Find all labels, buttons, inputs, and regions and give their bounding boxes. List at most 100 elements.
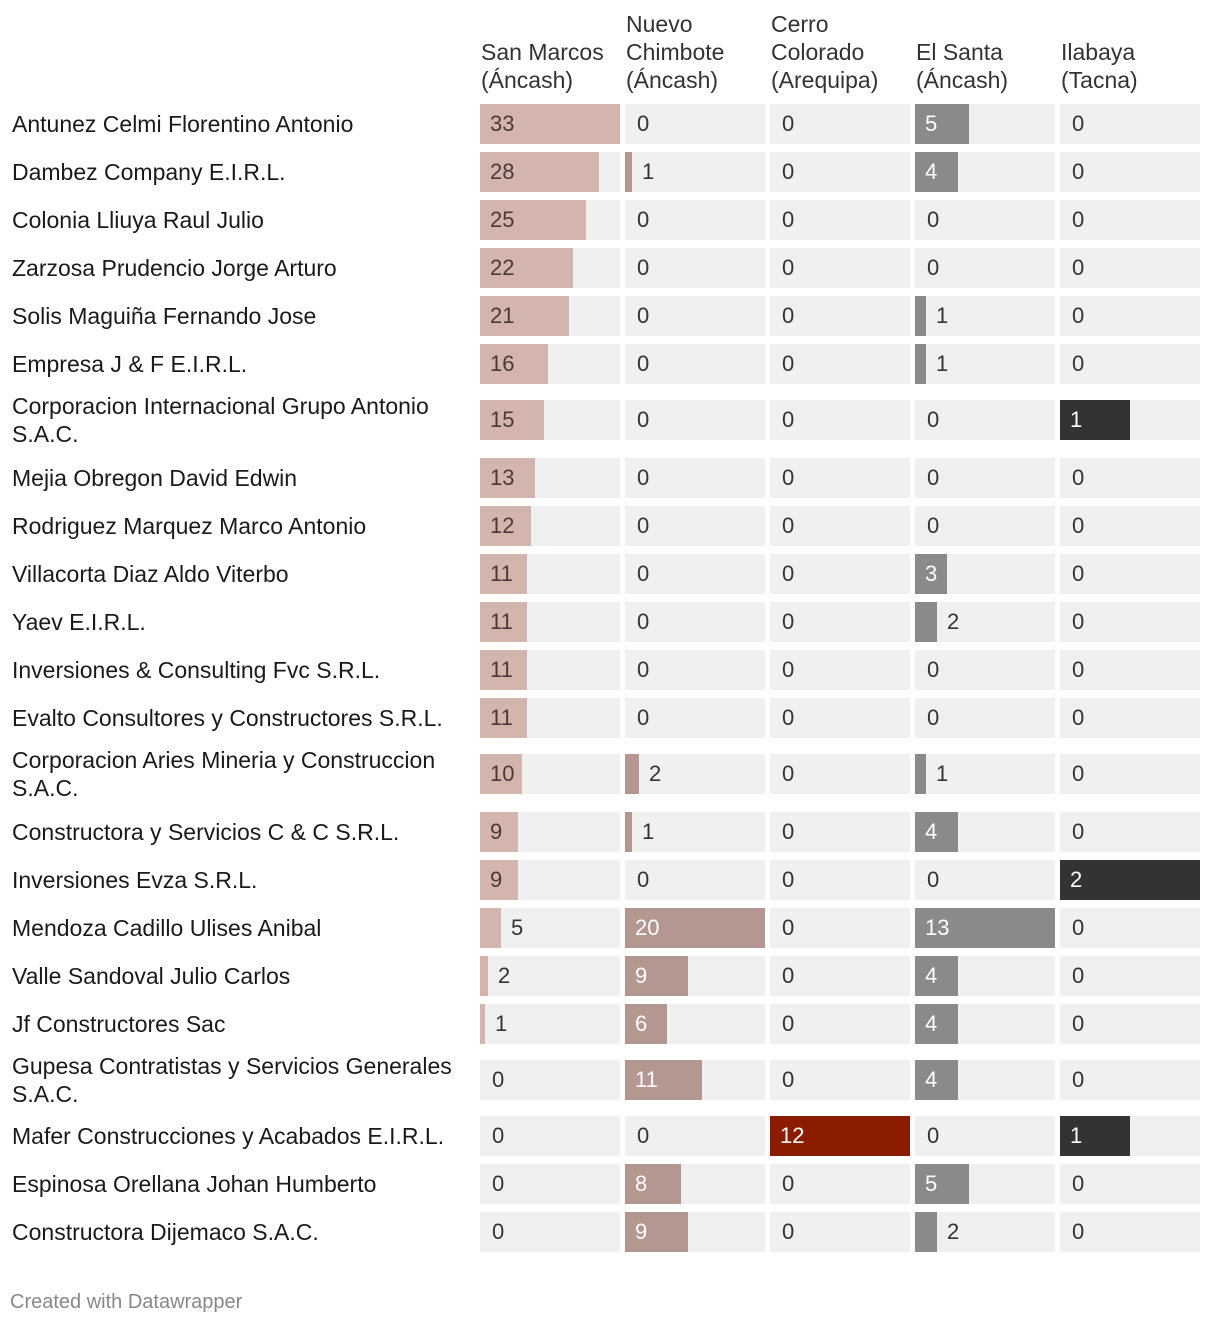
value-label: 0 [1072, 513, 1085, 538]
value-label: 1 [1070, 407, 1083, 432]
bar [480, 200, 586, 240]
row-label: Dambez Company E.I.R.L. [12, 159, 286, 185]
value-label: 4 [925, 1011, 938, 1036]
table-cell: 0 [625, 650, 765, 690]
table-cell: 8 [625, 1164, 765, 1204]
value-label: 0 [782, 207, 795, 232]
table-cell: 9 [480, 860, 620, 900]
table-cell: 1 [1060, 400, 1200, 440]
table-cell: 0 [915, 1116, 1055, 1156]
value-label: 0 [1072, 111, 1085, 136]
table-cell: 11 [480, 650, 620, 690]
bar [1060, 1116, 1130, 1156]
value-label: 9 [490, 819, 503, 844]
value-label: 9 [635, 1219, 648, 1244]
bar [625, 754, 639, 794]
value-label: 16 [490, 351, 515, 376]
table-cell: 2 [480, 956, 620, 996]
bar [915, 754, 926, 794]
table-cell: 0 [770, 104, 910, 144]
value-label: 0 [1072, 609, 1085, 634]
bar [915, 956, 958, 996]
row-label: Valle Sandoval Julio Carlos [12, 963, 291, 989]
value-label: 1 [936, 351, 949, 376]
row-label: Empresa J & F E.I.R.L. [12, 351, 248, 377]
table-cell: 6 [625, 1004, 765, 1044]
table-cell: 0 [1060, 200, 1200, 240]
row-label: Evalto Consultores y Constructores S.R.L… [12, 705, 443, 731]
value-label: 0 [782, 351, 795, 376]
value-label: 0 [1072, 705, 1085, 730]
bar [915, 602, 937, 642]
table-cell: 0 [915, 698, 1055, 738]
table-cell: 11 [625, 1060, 765, 1100]
bar [480, 506, 531, 546]
table-cell: 20 [625, 908, 765, 948]
value-label: 0 [782, 963, 795, 988]
value-label: 6 [635, 1011, 648, 1036]
value-label: 0 [782, 1067, 795, 1092]
value-label: 0 [492, 1123, 505, 1148]
table-cell: 0 [1060, 1060, 1200, 1100]
bar [480, 860, 518, 900]
value-label: 0 [637, 1123, 650, 1148]
value-label: 0 [927, 705, 940, 730]
table-cell: 0 [1060, 1004, 1200, 1044]
table-cell: 4 [915, 956, 1055, 996]
value-label: 3 [925, 561, 938, 586]
value-label: 5 [925, 1171, 938, 1196]
table-cell: 12 [770, 1116, 910, 1156]
value-label: 2 [947, 609, 960, 634]
value-label: 0 [927, 513, 940, 538]
table-cell: 0 [770, 152, 910, 192]
value-label: 33 [490, 111, 515, 136]
table-cell: 0 [770, 506, 910, 546]
value-label: 0 [1072, 1171, 1085, 1196]
table-cell: 0 [770, 1164, 910, 1204]
table-cell: 1 [1060, 1116, 1200, 1156]
table-cell: 2 [1060, 860, 1200, 900]
bar [480, 458, 535, 498]
table-cell: 0 [625, 554, 765, 594]
value-label: 0 [1072, 915, 1085, 940]
table-cell: 11 [480, 554, 620, 594]
table-cell: 1 [480, 1004, 620, 1044]
table-cell: 5 [480, 908, 620, 948]
bar [480, 104, 620, 144]
table-cell: 1 [915, 344, 1055, 384]
value-label: 0 [927, 657, 940, 682]
table-cell: 4 [915, 812, 1055, 852]
value-label: 0 [1072, 303, 1085, 328]
table-cell: 0 [625, 104, 765, 144]
bar [915, 1060, 958, 1100]
value-label: 13 [490, 465, 515, 490]
table-cell: 0 [480, 1060, 620, 1100]
table-cell: 0 [1060, 908, 1200, 948]
table-cell: 0 [625, 602, 765, 642]
table-cell: 0 [915, 200, 1055, 240]
table-cell: 0 [770, 860, 910, 900]
value-label: 0 [492, 1067, 505, 1092]
table-cell: 15 [480, 400, 620, 440]
table-cell: 3 [915, 554, 1055, 594]
value-label: 0 [1072, 819, 1085, 844]
row-label: Zarzosa Prudencio Jorge Arturo [12, 255, 337, 281]
bar [770, 1116, 910, 1156]
value-label: 2 [649, 761, 662, 786]
table-cell: 0 [1060, 754, 1200, 794]
table-cell: 0 [1060, 296, 1200, 336]
table-cell: 0 [625, 248, 765, 288]
bar [480, 554, 527, 594]
value-label: 0 [637, 407, 650, 432]
table-cell: 0 [770, 908, 910, 948]
bar [915, 152, 958, 192]
bar [625, 152, 632, 192]
table-cell: 0 [480, 1116, 620, 1156]
table-cell: 0 [1060, 104, 1200, 144]
table-cell: 0 [625, 506, 765, 546]
row-label: Mendoza Cadillo Ulises Anibal [12, 915, 322, 941]
value-label: 5 [511, 915, 524, 940]
table-cell: 0 [1060, 1164, 1200, 1204]
row-label: Mafer Construcciones y Acabados E.I.R.L. [12, 1123, 445, 1149]
row-label: Yaev E.I.R.L. [12, 609, 146, 635]
